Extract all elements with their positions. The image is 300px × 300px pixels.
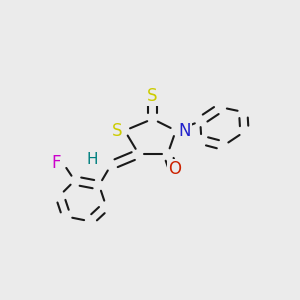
Text: O: O bbox=[168, 160, 181, 178]
Text: H: H bbox=[86, 152, 98, 167]
Text: S: S bbox=[112, 122, 122, 140]
Text: S: S bbox=[147, 87, 158, 105]
Text: N: N bbox=[178, 122, 191, 140]
Text: F: F bbox=[51, 154, 61, 172]
